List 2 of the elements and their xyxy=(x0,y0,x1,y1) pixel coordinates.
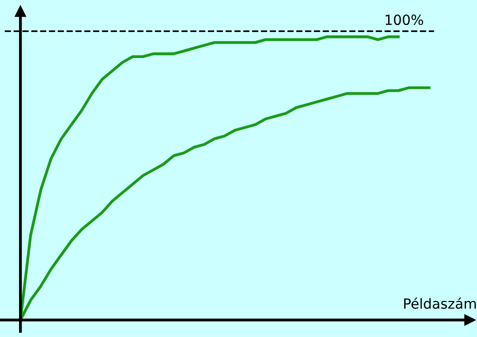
text: 100% xyxy=(386,14,424,26)
x-axis-title: Példaszám xyxy=(404,298,476,309)
